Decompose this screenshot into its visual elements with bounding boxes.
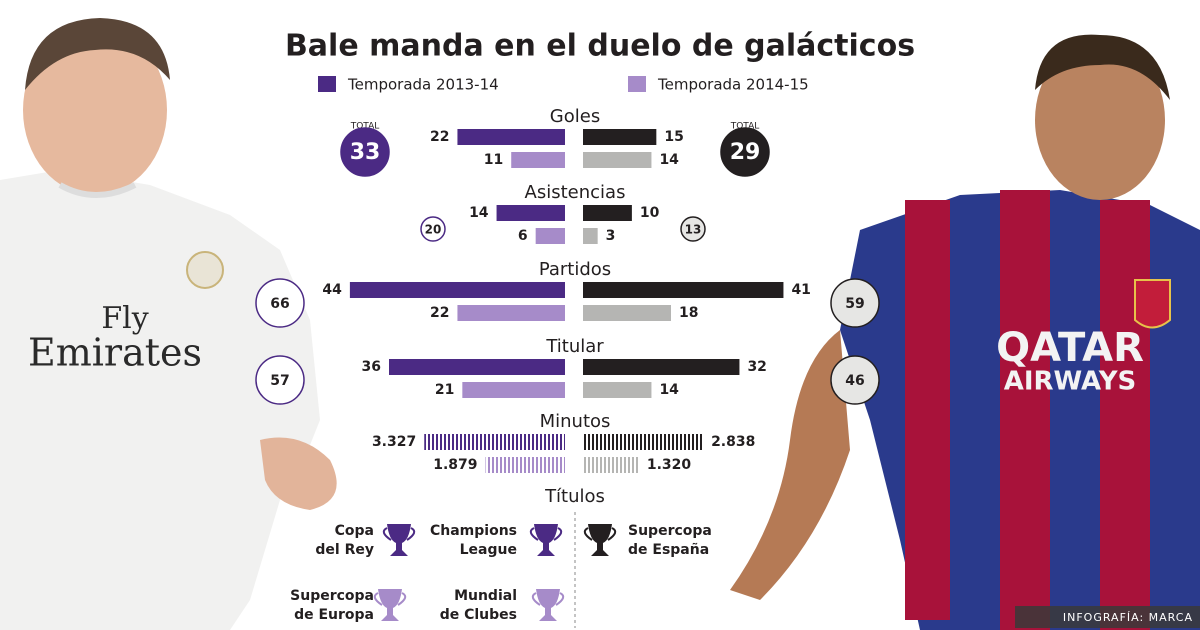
trophy-handles	[531, 592, 565, 606]
title-name: League	[460, 542, 517, 558]
value-label: 3.327	[372, 434, 416, 450]
total-badge	[255, 355, 305, 405]
bar-right	[583, 228, 598, 244]
right-player-photo	[730, 34, 1200, 630]
value-label: 14	[659, 382, 679, 398]
total-badge	[720, 127, 770, 177]
trophy-handles	[529, 527, 563, 541]
trophy-icon	[378, 589, 402, 621]
value-label: 18	[679, 305, 698, 321]
group-label: Goles	[550, 106, 600, 127]
total-caption: TOTAL	[730, 122, 760, 132]
bar-left	[424, 434, 565, 450]
total-caption: TOTAL	[350, 122, 380, 132]
title-name: Mundial	[454, 588, 517, 604]
trophy-icon	[534, 524, 558, 556]
value-label: 22	[430, 129, 449, 145]
jersey-print: AIRWAYS	[1004, 367, 1137, 397]
value-label: 1.320	[647, 457, 692, 473]
bar-left	[485, 457, 565, 473]
total-badge	[340, 127, 390, 177]
total-value: 20	[425, 223, 442, 237]
title-name: Supercopa	[628, 523, 712, 539]
title-name: Supercopa	[290, 588, 374, 604]
jersey-print: QATAR	[996, 325, 1144, 371]
trophy-icon	[588, 524, 612, 556]
bar-left	[457, 129, 565, 145]
legend-swatch	[318, 76, 336, 92]
total-value: 59	[845, 296, 864, 312]
total-value: 46	[845, 373, 864, 389]
bar-right	[583, 382, 652, 398]
jersey-print: Emirates	[28, 331, 202, 375]
value-label: 36	[362, 359, 381, 375]
value-label: 21	[435, 382, 454, 398]
bar-left	[462, 382, 565, 398]
title-name: Champions	[430, 523, 517, 539]
source-bg	[1015, 606, 1200, 628]
title-name: de Clubes	[440, 607, 517, 623]
total-value: 33	[350, 140, 381, 165]
title-name: de Europa	[294, 607, 374, 623]
source: INFOGRAFÍA: MARCA	[1063, 611, 1193, 624]
group-label: Minutos	[540, 411, 611, 432]
trophy-handles	[373, 592, 407, 606]
value-label: 41	[791, 282, 810, 298]
titles-label: Títulos	[544, 486, 605, 507]
value-label: 3	[606, 228, 616, 244]
trophy-icon	[536, 589, 560, 621]
bar-left	[457, 305, 565, 321]
bar-left	[389, 359, 565, 375]
bar-right	[583, 359, 740, 375]
bar-right	[583, 305, 671, 321]
value-label: 44	[322, 282, 342, 298]
value-label: 15	[664, 129, 683, 145]
total-badge	[830, 278, 880, 328]
value-label: 14	[469, 205, 489, 221]
group-label: Partidos	[539, 259, 611, 280]
value-label: 1.879	[433, 457, 477, 473]
bar-right	[583, 129, 657, 145]
bar-left	[511, 152, 565, 168]
legend-label: Temporada 2013-14	[347, 76, 499, 94]
group-label: Titular	[545, 336, 604, 357]
left-player-photo	[0, 18, 337, 630]
bar-right	[583, 152, 652, 168]
bar-right	[583, 457, 639, 473]
total-badge	[830, 355, 880, 405]
total-badge	[680, 216, 706, 242]
value-label: 32	[747, 359, 766, 375]
total-value: 57	[270, 373, 289, 389]
title-name: del Rey	[315, 542, 374, 558]
chart-title: Bale manda en el duelo de galácticos	[285, 29, 915, 64]
value-label: 2.838	[711, 434, 755, 450]
bar-right	[583, 434, 704, 450]
trophy-handles	[583, 527, 617, 541]
value-label: 11	[484, 152, 503, 168]
title-name: Copa	[335, 523, 374, 539]
bar-left	[349, 282, 565, 298]
bar-left	[535, 228, 565, 244]
trophy-handles	[382, 527, 416, 541]
total-value: 13	[685, 223, 702, 237]
total-badge	[255, 278, 305, 328]
value-label: 10	[640, 205, 660, 221]
total-value: 66	[270, 296, 289, 312]
value-label: 22	[430, 305, 449, 321]
total-value: 29	[730, 140, 761, 165]
title-name: de España	[628, 542, 709, 558]
bar-right	[583, 205, 632, 221]
group-label: Asistencias	[525, 182, 626, 203]
trophy-icon	[387, 524, 411, 556]
total-badge	[420, 216, 446, 242]
legend-label: Temporada 2014-15	[657, 76, 809, 94]
legend-swatch	[628, 76, 646, 92]
bar-left	[496, 205, 565, 221]
jersey-print: Fly	[101, 301, 148, 336]
value-label: 14	[659, 152, 679, 168]
bar-right	[583, 282, 784, 298]
value-label: 6	[518, 228, 528, 244]
